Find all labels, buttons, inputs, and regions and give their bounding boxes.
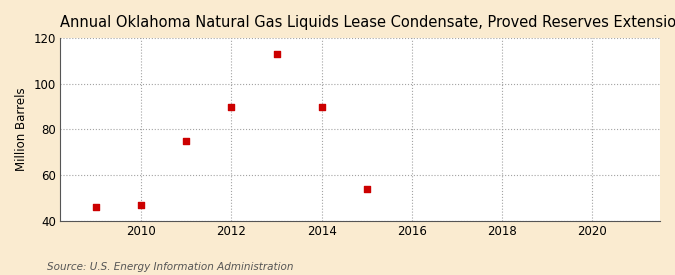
Point	[226, 104, 237, 109]
Text: Annual Oklahoma Natural Gas Liquids Lease Condensate, Proved Reserves Extensions: Annual Oklahoma Natural Gas Liquids Leas…	[60, 15, 675, 30]
Y-axis label: Million Barrels: Million Barrels	[15, 88, 28, 171]
Text: Source: U.S. Energy Information Administration: Source: U.S. Energy Information Administ…	[47, 262, 294, 272]
Point	[181, 139, 192, 143]
Point	[136, 203, 146, 207]
Point	[90, 205, 101, 209]
Point	[317, 104, 327, 109]
Point	[361, 187, 372, 191]
Point	[271, 52, 282, 56]
